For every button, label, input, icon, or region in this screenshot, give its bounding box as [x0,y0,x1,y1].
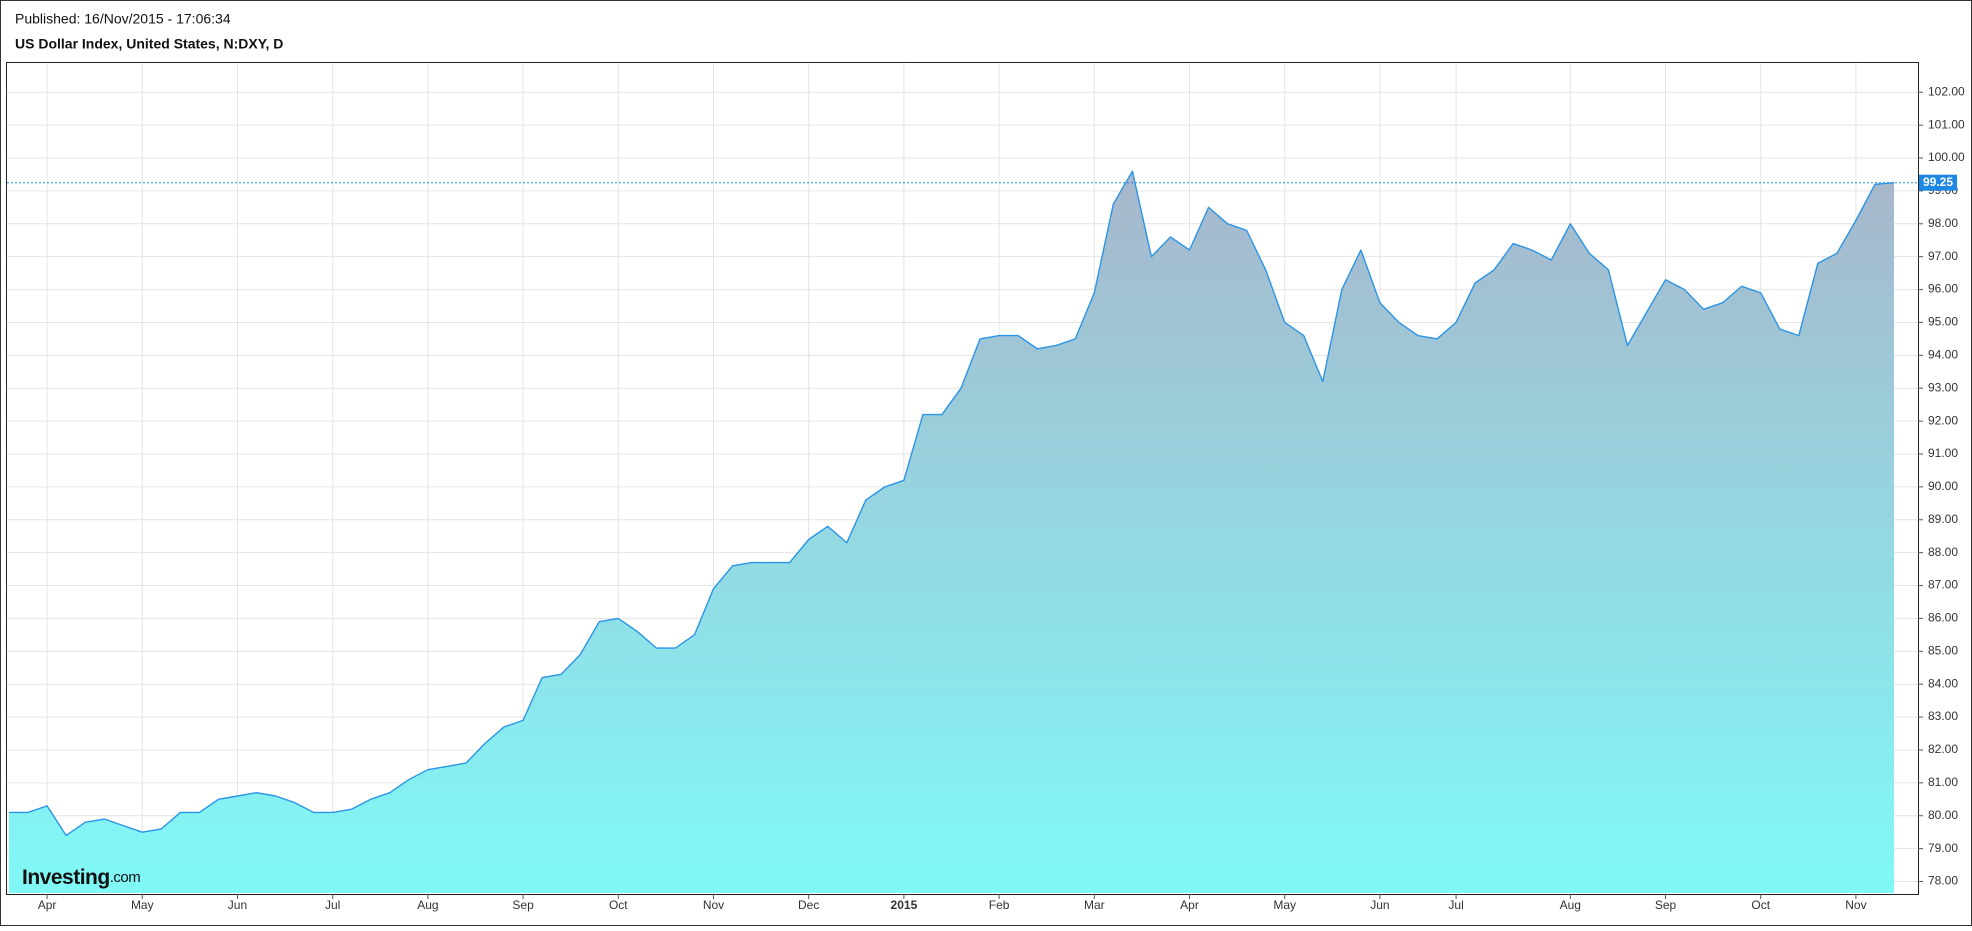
plot: 78.00 79.00 80.00 81.00 82.00 83.00 84.00 85.00… [6,62,1965,912]
last-value-tag [1919,174,1957,191]
y-tick-label: 97.00 [1928,249,1958,263]
y-tick-label: 96.00 [1928,282,1958,296]
y-tick-label: 86.00 [1928,611,1958,625]
x-tick-label: Mar [1084,898,1105,912]
y-tick-label: 100.00 [1928,150,1965,164]
brand-name: Investing [22,866,110,889]
y-tick-label: 95.00 [1928,315,1958,329]
x-tick-label: Apr [1180,898,1199,912]
x-tick-label: Dec [798,898,819,912]
x-tick-label: Sep [1655,898,1677,912]
y-tick-label: 101.00 [1928,117,1965,131]
x-tick-label: Nov [1845,898,1866,912]
brand: Investing.com [22,866,140,889]
y-tick-label: 82.00 [1928,742,1958,756]
y-tick-label: 78.00 [1928,874,1958,888]
x-tick-label: Aug [417,898,438,912]
x-tick-label: May [1273,898,1296,912]
x-tick-label: Jun [228,898,247,912]
y-tick-label: 91.00 [1928,446,1958,460]
y-tick-label: 88.00 [1928,545,1958,559]
y-tick-label: 80.00 [1928,808,1958,822]
line [9,170,1895,837]
area-fill [9,171,1894,893]
y-tick-label: 98.00 [1928,216,1958,230]
published: Published: 16/Nov/2015 - 17:06:34 [15,11,231,27]
x-tick-label: Oct [1751,898,1770,912]
x-tick-label: Jul [1448,898,1463,912]
y-tick-label: 87.00 [1928,578,1958,592]
y-tick-label: 92.00 [1928,413,1958,427]
x-tick-label: Aug [1560,898,1581,912]
y-tick-label: 93.00 [1928,380,1958,394]
y-tick-label: 89.00 [1928,512,1958,526]
x-tick-label: Apr [38,898,57,912]
y-tick-label: 85.00 [1928,643,1958,657]
y-tick-label: 102.00 [1928,84,1965,98]
x-tick-label: Oct [609,898,628,912]
last-value-label: 99.25 [1923,175,1953,189]
x-tick-label: Jul [325,898,340,912]
y-tick-label: 81.00 [1928,775,1958,789]
y-tick-label: 83.00 [1928,709,1958,723]
y-tick-label: 90.00 [1928,479,1958,493]
x-tick-label: Jun [1370,898,1389,912]
x-tick-label: May [131,898,154,912]
y-tick-label: 94.00 [1928,348,1958,362]
x-tick-label: Sep [512,898,534,912]
brand-suffix: .com [110,869,141,886]
y-tick-label: 79.00 [1928,841,1958,855]
x-tick-label: 2015 [891,898,918,912]
x-tick-label: Feb [989,898,1010,912]
y-tick-label: 84.00 [1928,676,1958,690]
x-tick-label: Nov [703,898,724,912]
chart-title: US Dollar Index, United States, N:DXY, D [15,36,283,52]
